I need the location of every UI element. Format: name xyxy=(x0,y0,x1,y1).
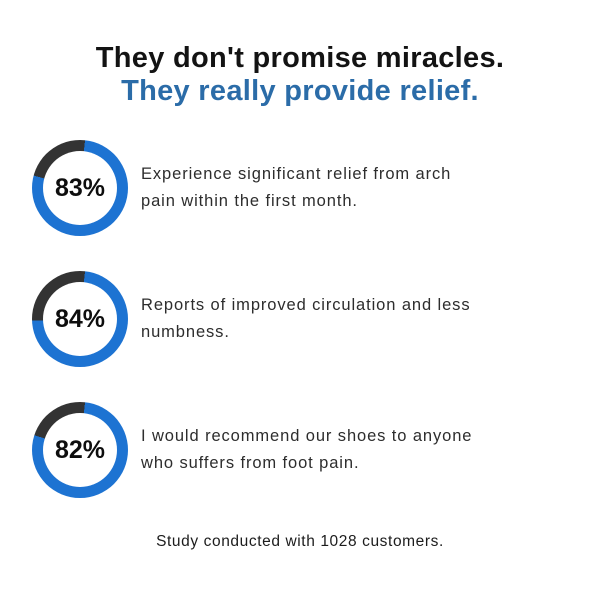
stat-row: 83% Experience significant relief from a… xyxy=(32,140,600,236)
stat-description: I would recommend our shoes to anyone wh… xyxy=(141,423,472,477)
stat-description-line: Experience significant relief from arch xyxy=(141,165,452,183)
ring-percent-label: 83% xyxy=(54,173,106,202)
stat-description-line: pain within the first month. xyxy=(141,192,358,210)
ring-hole xyxy=(43,413,117,487)
stats-list: 83% Experience significant relief from a… xyxy=(0,140,600,498)
ring-percent-label: 84% xyxy=(54,304,106,333)
ring-percent-label: 82% xyxy=(54,435,106,464)
footer-note: Study conducted with 1028 customers. xyxy=(156,533,444,550)
stat-description: Experience significant relief from arch … xyxy=(141,161,451,215)
stat-description-line: Reports of improved circulation and less xyxy=(141,296,471,314)
progress-ring: 82% xyxy=(32,402,128,498)
stat-description: Reports of improved circulation and less… xyxy=(141,292,470,346)
stat-description-line: who suffers from foot pain. xyxy=(141,454,360,472)
progress-ring: 83% xyxy=(32,140,128,236)
stat-description-line: I would recommend our shoes to anyone xyxy=(141,427,473,445)
ring-hole xyxy=(43,282,117,356)
page-title-line1: They don't promise miracles. xyxy=(95,42,505,74)
progress-ring: 84% xyxy=(32,271,128,367)
page-title: They don't promise miracles. They really… xyxy=(0,0,600,108)
stat-description-line: numbness. xyxy=(141,323,230,341)
ring-hole xyxy=(43,151,117,225)
stat-row: 82% I would recommend our shoes to anyon… xyxy=(32,402,600,498)
page-title-line2: They really provide relief. xyxy=(121,75,479,107)
stat-row: 84% Reports of improved circulation and … xyxy=(32,271,600,367)
